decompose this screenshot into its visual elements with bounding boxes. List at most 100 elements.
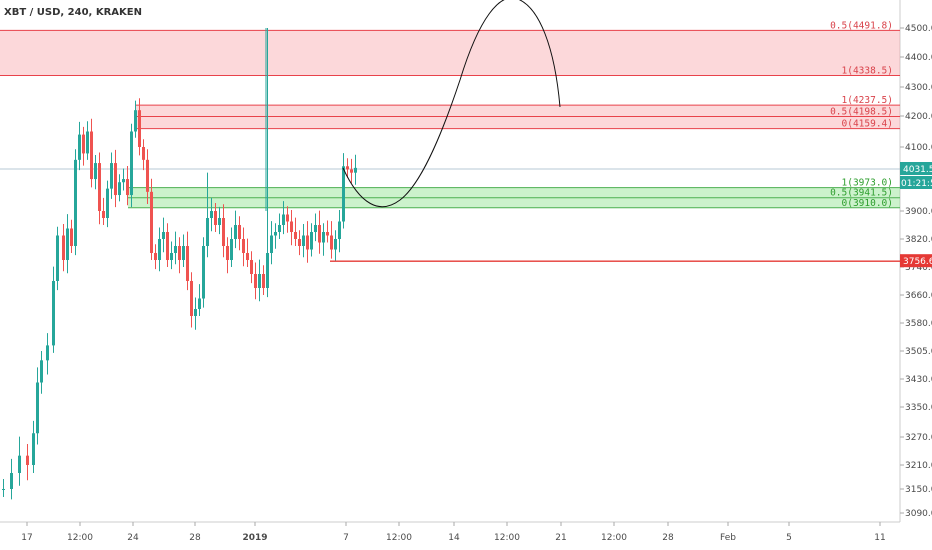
candle-body xyxy=(254,274,257,288)
candle-body xyxy=(162,232,165,239)
candle-body xyxy=(282,214,285,225)
candle-body xyxy=(26,455,29,465)
y-tick-label: 3430.0 xyxy=(905,375,932,385)
x-tick-label: Feb xyxy=(720,533,736,543)
candle-body xyxy=(78,134,81,160)
x-tick-label: 12:00 xyxy=(601,533,627,543)
fib-zones: 0.5(4491.8) 1(4338.5) 1(4237.5)0.5(4198.5)… xyxy=(0,20,900,209)
candle-body xyxy=(56,235,59,281)
candle-body xyxy=(354,167,357,173)
fib-level-label: 0.5(3941.5) xyxy=(830,188,893,199)
candle-body xyxy=(142,147,145,160)
candle-body xyxy=(314,225,317,232)
x-tick-label: 2019 xyxy=(242,533,267,543)
candle-body xyxy=(302,235,305,246)
candle-body xyxy=(350,169,353,173)
candle-body xyxy=(258,274,261,288)
candle-body xyxy=(310,232,313,250)
candle-body xyxy=(222,218,225,246)
candle-body xyxy=(106,188,109,218)
projection-curve xyxy=(342,0,561,208)
candle-body xyxy=(246,253,249,260)
candle-body xyxy=(274,232,277,236)
candle-body xyxy=(190,281,193,316)
candle-body xyxy=(18,455,21,473)
x-tick-label: 17 xyxy=(21,533,32,543)
candle-body xyxy=(114,163,117,196)
candle-body xyxy=(318,225,321,243)
candle-body xyxy=(210,211,213,218)
fib-level-label: 1(4237.5) xyxy=(842,95,893,106)
candle-body xyxy=(342,166,345,222)
y-tick-label: 4500.0 xyxy=(905,24,932,34)
y-tick-label: 3740.0 xyxy=(905,263,932,273)
y-tick-label: 3900.0 xyxy=(905,207,932,217)
fib-level-label: 0.5(4491.8) xyxy=(830,20,893,31)
candle-body xyxy=(338,221,341,239)
candle-body xyxy=(90,131,93,180)
candle-body xyxy=(250,260,253,274)
candle-body xyxy=(170,253,173,260)
candle-body xyxy=(322,232,325,243)
candle-body xyxy=(330,235,333,250)
y-tick-label: 4200.0 xyxy=(905,112,932,122)
candle-body xyxy=(62,235,65,260)
fib-level-label: 0(3910.0) xyxy=(842,198,893,209)
candle-body xyxy=(138,110,141,147)
candle-body xyxy=(294,232,297,239)
x-tick-label: 12:00 xyxy=(386,533,412,543)
x-tick-label: 5 xyxy=(786,533,792,543)
candle-body xyxy=(306,235,309,250)
candle-body xyxy=(134,110,137,132)
candle-body xyxy=(298,239,301,246)
candle-body xyxy=(242,239,245,253)
x-tick-label: 28 xyxy=(662,533,674,543)
x-tick-label: 11 xyxy=(874,533,885,543)
support-value-badge xyxy=(900,254,932,268)
candle-body xyxy=(194,309,197,316)
candle-body xyxy=(98,163,101,211)
y-tick-label: 3660.0 xyxy=(905,291,932,301)
current-price-badge xyxy=(900,162,932,175)
candle-body xyxy=(278,225,281,232)
overlays xyxy=(330,0,900,262)
x-tick-label: 7 xyxy=(343,533,349,543)
candle-body xyxy=(66,228,69,260)
countdown-badge xyxy=(900,176,932,189)
fib-level-label: 0(4159.4) xyxy=(842,119,893,130)
time-axis[interactable]: 17 12:00 24 28 2019 7 12:00 14 12:00 21 12:00 28 Feb… xyxy=(21,522,886,543)
x-tick-label: 12:00 xyxy=(494,533,520,543)
candle-body xyxy=(10,473,13,489)
candle-body xyxy=(2,489,5,490)
y-tick-label: 4100.0 xyxy=(905,143,932,153)
candle-body xyxy=(74,159,77,246)
candle-body xyxy=(290,221,293,232)
candle-body xyxy=(326,232,329,236)
y-tick-label: 3580.0 xyxy=(905,319,932,329)
fib-level-label: 0.5(4198.5) xyxy=(830,106,893,117)
candle-body xyxy=(154,253,157,260)
y-tick-label: 3820.0 xyxy=(905,235,932,245)
x-tick-label: 14 xyxy=(448,533,460,543)
candle-body xyxy=(218,218,221,225)
candle-body xyxy=(206,218,209,246)
y-tick-label: 4400.0 xyxy=(905,53,932,63)
candle-body xyxy=(158,239,161,260)
candle-body xyxy=(226,246,229,260)
fib-level-label: 1(4338.5) xyxy=(842,65,893,76)
y-tick-label: 3505.0 xyxy=(905,347,932,357)
candles xyxy=(2,28,357,500)
candle-body xyxy=(286,214,289,222)
candle-body xyxy=(214,211,217,225)
price-axis[interactable]: 4500.0 4400.0 4300.0 4200.0 4100.0 3900.0 3820… xyxy=(900,24,932,519)
candle-body xyxy=(270,235,273,253)
candle-body xyxy=(122,179,125,183)
fib-level-label: 1(3973.0) xyxy=(842,178,893,189)
candle-body xyxy=(230,239,233,260)
candle-body xyxy=(82,134,85,154)
upper-resistance-zone xyxy=(0,30,900,76)
y-tick-label: 3210.0 xyxy=(905,461,932,471)
chart-title: XBT / USD, 240, KRAKEN xyxy=(4,7,142,18)
